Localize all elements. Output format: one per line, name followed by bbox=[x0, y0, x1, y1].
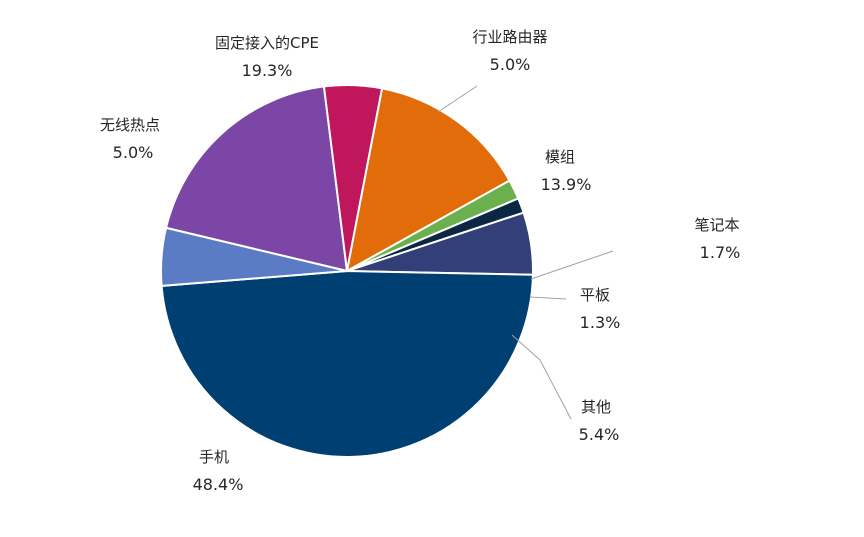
slice-value-label: 1.3% bbox=[580, 313, 621, 332]
slice-label: 平板 bbox=[580, 286, 610, 304]
slice-value-label: 19.3% bbox=[242, 61, 293, 80]
slice-label: 行业路由器 bbox=[472, 28, 547, 46]
slice-label: 手机 bbox=[199, 448, 229, 466]
slice-value-label: 13.9% bbox=[541, 175, 592, 194]
slice-label: 固定接入的CPE bbox=[215, 34, 319, 52]
slice-value-label: 48.4% bbox=[193, 475, 244, 494]
leader-line bbox=[511, 334, 572, 420]
slice-label: 笔记本 bbox=[694, 216, 739, 234]
pie-slice bbox=[160, 226, 348, 287]
pie-slice bbox=[345, 87, 511, 273]
slice-label: 无线热点 bbox=[100, 116, 160, 134]
slice-label: 其他 bbox=[581, 398, 611, 416]
slice-label: 模组 bbox=[545, 148, 575, 166]
slice-value-label: 5.0% bbox=[490, 55, 531, 74]
leader-line bbox=[530, 250, 614, 280]
leader-line bbox=[437, 85, 478, 113]
slice-value-label: 5.0% bbox=[113, 143, 154, 162]
slice-value-label: 5.4% bbox=[579, 425, 620, 444]
pie-slice bbox=[164, 85, 349, 273]
slice-value-label: 1.7% bbox=[700, 243, 741, 262]
pie-slice bbox=[160, 269, 534, 458]
leader-line bbox=[529, 296, 567, 300]
